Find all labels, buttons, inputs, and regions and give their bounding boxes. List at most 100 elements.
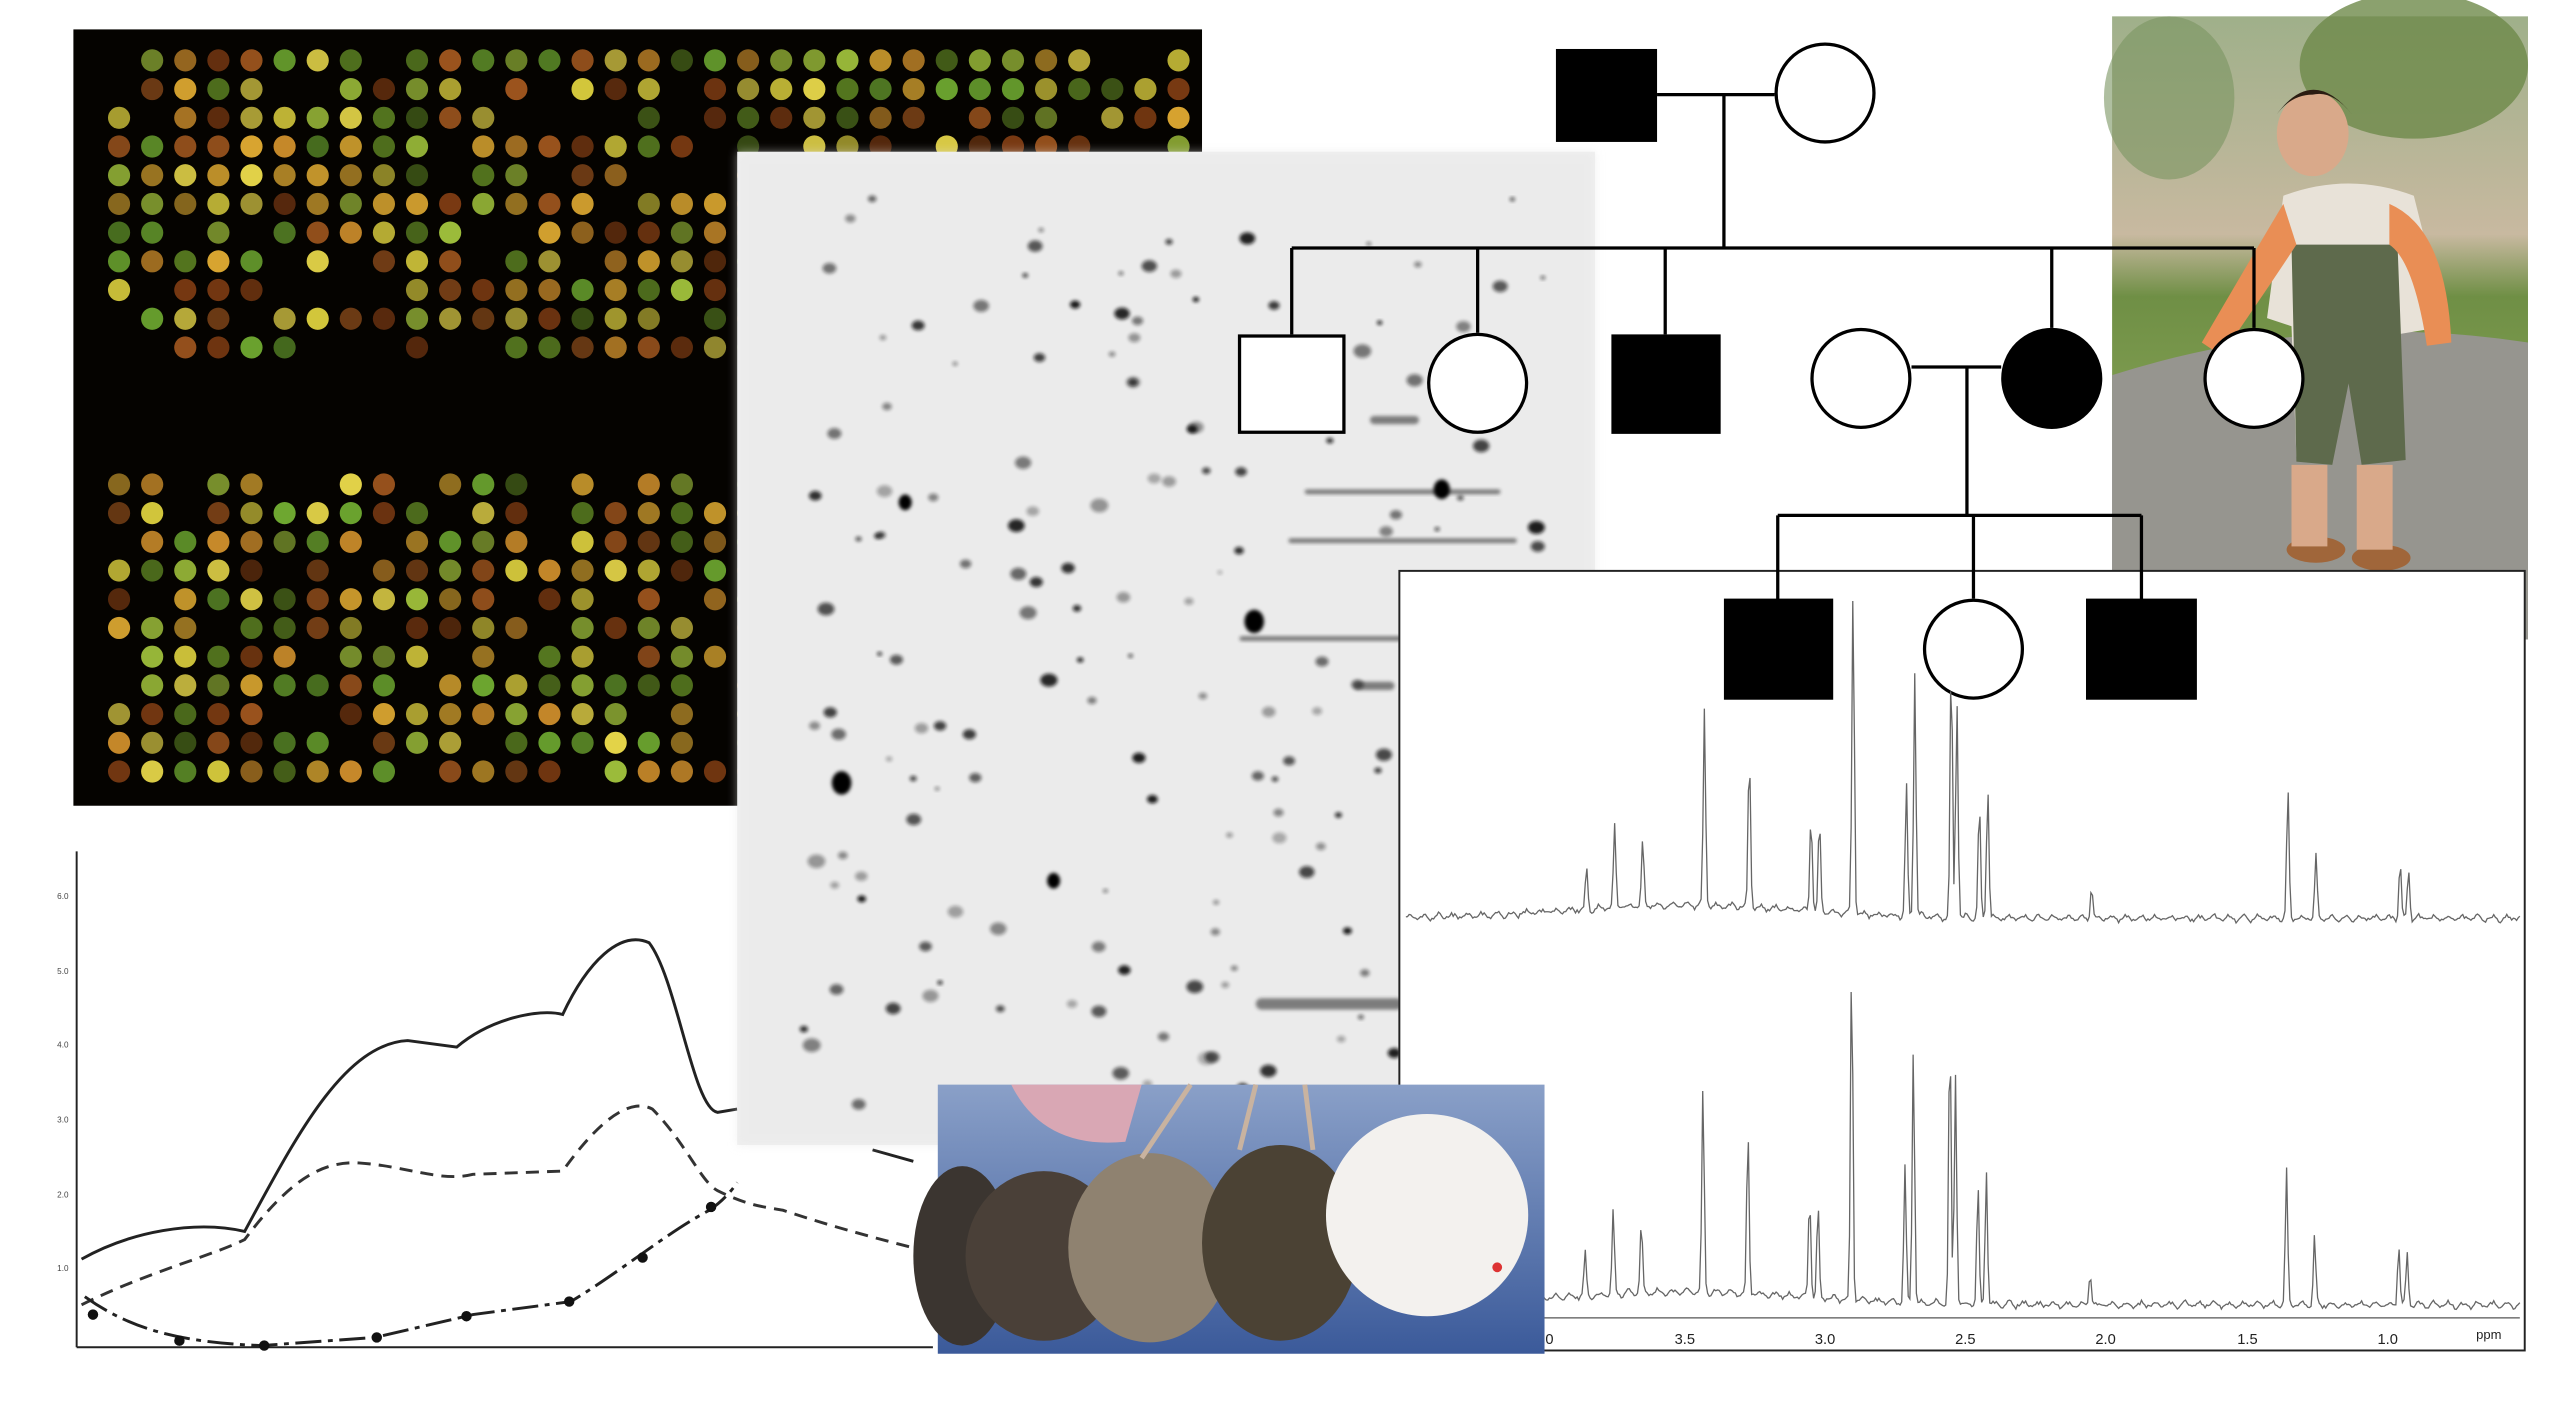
array-spot <box>207 221 230 244</box>
array-spot <box>902 78 925 101</box>
gel-spot <box>1357 1014 1364 1020</box>
array-spot <box>207 559 230 582</box>
array-spot <box>571 78 594 101</box>
array-spot <box>1068 49 1091 72</box>
mouse <box>1202 1144 1359 1341</box>
array-spot <box>405 78 429 101</box>
array-spot <box>306 674 329 697</box>
array-spot <box>306 530 329 553</box>
gel-spot <box>1076 657 1084 663</box>
array-spot <box>439 674 462 697</box>
array-spot <box>571 731 594 754</box>
array-spot <box>372 645 396 668</box>
array-spot <box>107 760 131 783</box>
array-spot <box>141 760 164 783</box>
gel-streak <box>1288 538 1517 544</box>
array-spot <box>571 221 594 244</box>
gel-spot <box>973 299 990 312</box>
gel-spot <box>867 195 877 203</box>
gel-spot <box>1019 606 1037 620</box>
gel-spot <box>830 881 840 889</box>
array-spot <box>703 250 727 273</box>
array-spot <box>107 559 131 582</box>
array-spot <box>836 49 859 72</box>
gel-spot <box>1433 479 1450 500</box>
array-spot <box>670 336 693 359</box>
array-spot <box>372 559 396 582</box>
gel-spot <box>1221 981 1230 989</box>
array-spot <box>439 530 462 553</box>
gel-spot <box>1244 609 1264 634</box>
array-spot <box>107 192 131 216</box>
gel-spot <box>1090 498 1109 513</box>
array-spot <box>770 49 793 72</box>
array-spot <box>439 588 462 611</box>
array-spot <box>538 336 561 359</box>
array-spot <box>405 502 429 525</box>
array-spot <box>372 588 396 611</box>
array-spot <box>339 702 362 726</box>
tree <box>2299 0 2528 139</box>
gel-spot <box>882 402 892 411</box>
array-spot <box>339 473 362 496</box>
array-spot <box>703 530 727 553</box>
array-spot <box>174 702 197 726</box>
array-spot <box>174 307 197 330</box>
gel-spot <box>990 922 1007 936</box>
array-spot <box>107 164 131 187</box>
gel-spot <box>922 989 939 1003</box>
array-spot <box>538 135 561 158</box>
affected-female <box>2001 327 2103 429</box>
array-spot <box>571 530 594 553</box>
dash-dot-curve <box>83 1181 739 1348</box>
dot <box>563 1296 575 1307</box>
array-spot <box>670 674 693 697</box>
array-spot <box>505 760 528 783</box>
gel-spot <box>851 1098 866 1110</box>
gel-spot <box>1312 707 1323 715</box>
gel-spot <box>845 214 856 223</box>
array-spot <box>174 49 197 72</box>
array-spot <box>439 702 462 726</box>
affected-male <box>1723 598 1834 700</box>
array-spot <box>405 530 429 553</box>
array-spot <box>472 106 495 129</box>
array-spot <box>538 588 561 611</box>
gel-spot <box>1112 1066 1130 1080</box>
array-spot <box>107 106 131 129</box>
array-spot <box>472 49 495 72</box>
array-spot <box>703 336 727 359</box>
array-spot <box>174 530 197 553</box>
gel-spot <box>1406 374 1423 387</box>
gel-spot <box>1127 378 1139 387</box>
array-spot <box>869 49 892 72</box>
array-spot <box>670 760 693 783</box>
array-spot <box>670 502 693 525</box>
array-spot <box>670 731 693 754</box>
gel-spot <box>1414 261 1422 268</box>
gel-spot <box>1456 321 1471 333</box>
array-spot <box>174 164 197 187</box>
gel-spot <box>1072 605 1082 612</box>
array-spot <box>637 645 660 668</box>
array-spot <box>141 164 164 187</box>
female <box>1810 327 1912 429</box>
array-spot <box>703 559 727 582</box>
gel-spot <box>877 651 883 656</box>
array-spot <box>174 135 197 158</box>
array-spot <box>1001 78 1025 101</box>
array-spot <box>604 502 627 525</box>
array-spot <box>207 250 230 273</box>
array-spot <box>439 49 462 72</box>
nmr-axis-label: 3.5 <box>1675 1332 1695 1348</box>
nmr-axis-label: 0 <box>1545 1332 1553 1348</box>
array-spot <box>637 674 660 697</box>
female <box>1427 332 1529 434</box>
gel-spot <box>1540 275 1546 280</box>
gel-spot <box>1087 696 1097 705</box>
array-spot <box>604 760 627 783</box>
gel-spot <box>1108 351 1116 357</box>
array-spot <box>174 645 197 668</box>
array-spot <box>405 559 429 582</box>
array-spot <box>571 674 594 697</box>
